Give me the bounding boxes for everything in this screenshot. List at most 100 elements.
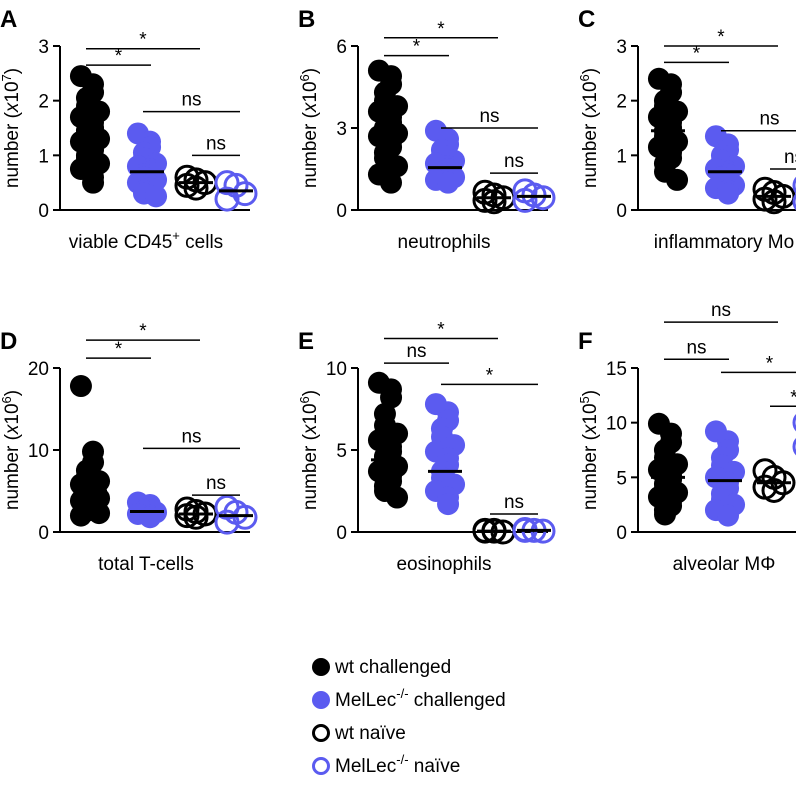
y-axis-label-ten: 10 <box>300 81 321 102</box>
data-point <box>666 168 689 191</box>
y-tick-label: 20 <box>28 359 49 380</box>
significance-label: ns <box>406 341 426 362</box>
y-tick-label: 10 <box>326 359 347 380</box>
y-axis-label-x: x <box>300 423 321 435</box>
y-axis-label-ten: 10 <box>2 403 23 424</box>
legend-label: wt challenged <box>334 657 451 678</box>
y-axis-label: number (x106) <box>297 68 321 188</box>
significance-label: * <box>486 365 494 386</box>
x-axis-label: neutrophils <box>398 232 491 253</box>
data-point <box>437 493 460 516</box>
y-axis-label-end: ) <box>300 68 321 74</box>
significance-label: * <box>115 339 123 360</box>
data-point <box>223 172 249 198</box>
significance-label: ns <box>206 473 226 494</box>
y-axis-label-sup: 5 <box>577 396 592 403</box>
data-point <box>145 185 168 208</box>
legend-label: MelLec-/- naïve <box>335 752 460 777</box>
y-axis-label-x: x <box>2 101 23 113</box>
y-axis-label: number (x106) <box>297 390 321 510</box>
legend-label-main: MelLec <box>335 690 396 711</box>
y-axis-label-ten: 10 <box>580 403 601 424</box>
y-tick-label: 1 <box>616 146 627 167</box>
data-point <box>792 413 796 432</box>
significance-label: * <box>437 19 445 40</box>
data-point <box>69 504 92 527</box>
y-axis-label-main: number ( <box>300 111 321 188</box>
data-point <box>214 509 240 535</box>
significance-label: * <box>790 387 796 408</box>
significance-label: ns <box>784 147 796 168</box>
data-point <box>437 171 459 194</box>
y-axis-label-end: ) <box>300 390 321 396</box>
x-axis-label-main: alveolar MΦ <box>673 554 776 575</box>
y-tick-label: 5 <box>616 468 627 489</box>
panel-letter: B <box>298 6 315 33</box>
significance-label: * <box>766 353 774 374</box>
significance-label: ns <box>759 109 779 130</box>
legend-label-end: naïve <box>409 756 461 777</box>
data-point <box>386 486 409 509</box>
y-axis-label-sup: 6 <box>577 74 592 81</box>
panel-letter: E <box>298 328 314 355</box>
data-point <box>512 187 538 213</box>
y-axis-label-main: number ( <box>580 433 601 510</box>
legend-label: wt naïve <box>334 723 406 744</box>
y-tick-label: 0 <box>38 523 49 544</box>
y-axis-label-end: ) <box>2 390 23 396</box>
significance-label: ns <box>181 90 201 111</box>
significance-label: * <box>139 321 147 342</box>
significance-label: ns <box>206 133 226 154</box>
y-tick-label: 0 <box>336 201 347 222</box>
y-axis-label-main: number ( <box>300 433 321 510</box>
significance-label: ns <box>479 106 499 127</box>
y-axis-label-main: number ( <box>2 111 23 188</box>
significance-label: ns <box>686 337 706 358</box>
data-point <box>792 438 796 456</box>
panel-letter: F <box>578 328 593 355</box>
significance-label: * <box>693 43 701 64</box>
x-axis-label: alveolar MΦ <box>673 554 776 575</box>
data-point <box>481 189 507 215</box>
y-axis-label: number (x106) <box>577 68 601 188</box>
legend-label-main: wt challenged <box>334 657 451 678</box>
data-point <box>761 477 787 503</box>
y-tick-label: 3 <box>336 119 347 140</box>
significance-label: ns <box>504 151 524 172</box>
data-point <box>214 186 240 212</box>
panel-letter: A <box>0 6 17 33</box>
y-tick-label: 0 <box>336 523 347 544</box>
legend-marker <box>312 757 330 775</box>
data-point <box>654 503 676 526</box>
legend-label-main: wt naïve <box>334 723 406 744</box>
data-point <box>792 193 796 211</box>
y-tick-label: 1 <box>38 146 49 167</box>
data-point <box>792 176 796 195</box>
y-tick-label: 5 <box>336 441 347 462</box>
data-point <box>183 504 209 530</box>
x-axis-label-end: cells <box>180 232 223 253</box>
y-tick-label: 0 <box>616 201 627 222</box>
legend-label-end: challenged <box>409 690 506 711</box>
y-axis-label: number (x106) <box>0 390 23 510</box>
data-point <box>761 189 787 215</box>
y-axis-label: number (x105) <box>577 390 601 510</box>
y-tick-label: 3 <box>38 37 49 58</box>
x-axis-label: inflammatory Mo <box>654 232 794 253</box>
legend-label-sup: -/- <box>396 686 408 701</box>
significance-label: ns <box>504 492 524 513</box>
panel-a: A 0 1 2 3 number (x107) viable CD45+ cells * * ns… <box>0 6 258 253</box>
y-tick-label: 10 <box>606 414 627 435</box>
data-point <box>717 504 739 527</box>
x-axis-label: viable CD45+ cells <box>69 228 223 253</box>
data-point <box>183 175 209 201</box>
data-point <box>82 171 105 194</box>
y-tick-label: 6 <box>336 37 347 58</box>
legend-label: MelLec-/- challenged <box>335 686 506 711</box>
panel-letter: C <box>578 6 595 33</box>
legend-label-sup: -/- <box>396 752 408 767</box>
x-axis-label-main: inflammatory Mo <box>654 232 794 253</box>
